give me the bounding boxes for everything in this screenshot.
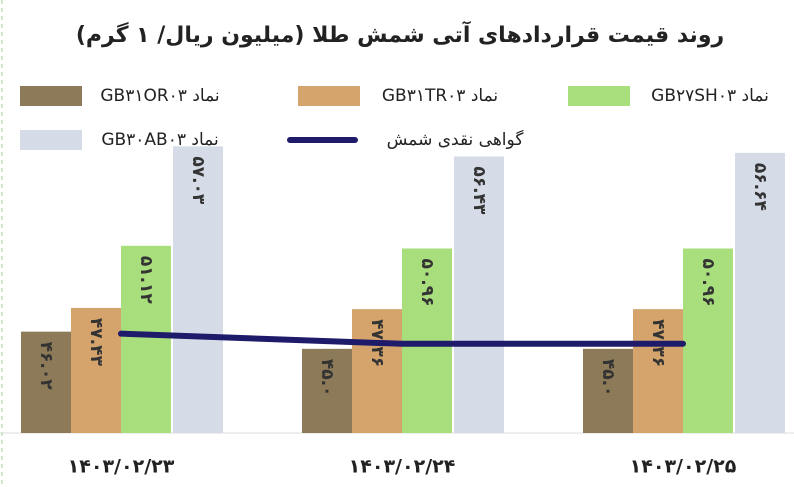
legend-swatch	[568, 86, 630, 106]
x-tick-label: ۱۴۰۳/۰۲/۲۳	[68, 456, 175, 478]
bar	[454, 156, 504, 433]
x-tick-label: ۱۴۰۳/۰۲/۲۴	[349, 456, 456, 478]
bar	[121, 245, 171, 433]
value-label: ۴۵.۰	[317, 359, 337, 397]
value-label: ۵۶.۴۳	[469, 166, 489, 215]
value-label: ۵۶.۶۴	[750, 163, 770, 211]
chart-title: روند قیمت قراردادهای آتی شمش طلا (میلیون…	[76, 20, 724, 48]
legend-label: نماد GB۳۱TR۰۳	[382, 86, 498, 106]
bar	[71, 307, 121, 433]
line	[118, 330, 686, 347]
bar	[735, 152, 785, 434]
bar	[402, 248, 452, 433]
bar	[21, 331, 71, 433]
value-label: ۵۱.۱۲	[136, 256, 156, 305]
x-tick-label: ۱۴۰۳/۰۲/۲۵	[630, 456, 737, 478]
legend-swatch	[20, 130, 82, 150]
value-label: ۴۷.۴۳	[86, 318, 106, 367]
value-label: ۴۵.۰	[598, 359, 618, 397]
bar	[302, 348, 352, 433]
value-label: ۵۰.۹۶	[417, 259, 437, 307]
legend-label: گواهی نقدی شمش	[387, 129, 525, 150]
legend-swatch	[298, 86, 360, 106]
value-label: ۴۶.۰۲	[36, 342, 56, 391]
value-label: ۵۷.۰۳	[188, 156, 208, 205]
bar	[352, 309, 402, 433]
legend-label: نماد GB۳۱OR۰۳	[100, 86, 219, 106]
legend-swatch	[20, 86, 82, 106]
bar	[583, 348, 633, 433]
bar	[633, 309, 683, 433]
bar	[173, 146, 223, 433]
legend-label: نماد GB۲۷SH۰۳	[651, 86, 769, 106]
bar	[683, 248, 733, 433]
value-label: ۵۰.۹۶	[698, 259, 718, 307]
legend-label: نماد GB۳۰AB۰۳	[101, 130, 218, 150]
